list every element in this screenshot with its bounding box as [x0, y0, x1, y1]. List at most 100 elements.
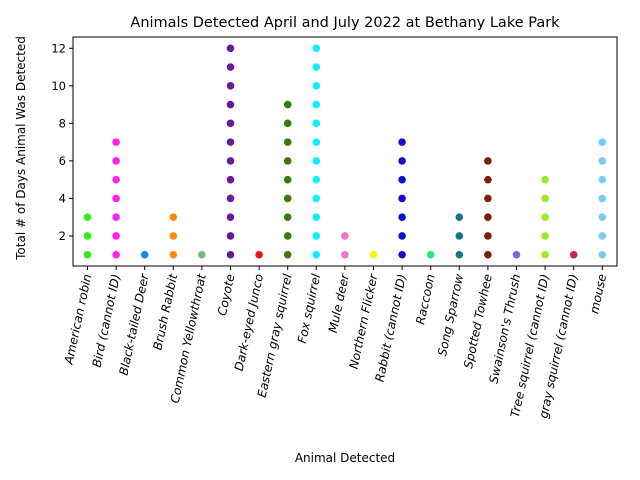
- data-point: [312, 82, 321, 90]
- data-point: [226, 44, 235, 53]
- x-tick-label: Mule deer: [326, 272, 352, 334]
- data-point: [283, 250, 292, 259]
- data-point: [312, 194, 321, 203]
- data-point: [398, 138, 406, 146]
- data-point: [312, 138, 321, 146]
- x-tick-label: mouse: [587, 273, 609, 315]
- data-point: [312, 250, 321, 259]
- data-point: [226, 232, 235, 240]
- data-point: [598, 213, 607, 221]
- data-point: [312, 100, 321, 109]
- x-tick-label: Black-tailed Deer: [116, 272, 151, 377]
- data-point: [541, 194, 549, 203]
- y-tick-label: 12: [51, 41, 66, 55]
- x-tick-label: Coyote: [215, 273, 237, 317]
- x-tick-label: Rabbit (cannot ID): [372, 273, 409, 383]
- data-point: [569, 250, 578, 259]
- data-point: [341, 250, 349, 259]
- y-axis-label: Total # of Days Animal Was Detected: [14, 36, 28, 261]
- x-axis-label: Animal Detected: [295, 451, 395, 465]
- data-point: [598, 175, 607, 184]
- data-point: [283, 232, 292, 240]
- data-point: [83, 232, 92, 240]
- x-tick-label: Bird (cannot ID): [90, 273, 123, 369]
- x-tick-label: Northern Flicker: [347, 272, 381, 371]
- data-point: [312, 175, 321, 184]
- data-point: [312, 213, 321, 221]
- data-point: [169, 213, 178, 221]
- data-point: [283, 194, 292, 203]
- plot-frame: [72, 36, 618, 267]
- data-point: [455, 213, 464, 221]
- data-point: [283, 213, 292, 221]
- data-point: [226, 194, 235, 203]
- y-tick-label: 10: [51, 79, 66, 93]
- data-point: [598, 157, 607, 165]
- data-point: [283, 175, 292, 184]
- data-point: [226, 250, 235, 259]
- data-point: [398, 175, 406, 184]
- data-point: [484, 250, 492, 259]
- data-point: [255, 250, 263, 259]
- y-tick-label: 6: [59, 154, 66, 168]
- data-point: [140, 250, 149, 259]
- data-point: [112, 232, 120, 240]
- data-point: [226, 138, 235, 146]
- data-point: [112, 250, 120, 259]
- data-point: [283, 138, 292, 146]
- data-point: [312, 44, 321, 53]
- data-point: [598, 232, 607, 240]
- data-point: [112, 175, 120, 184]
- data-point: [455, 232, 464, 240]
- data-point: [226, 213, 235, 221]
- data-point: [598, 194, 607, 203]
- x-tick-label: Fox squirrel: [295, 272, 324, 345]
- data-point: [398, 213, 406, 221]
- data-point: [312, 63, 321, 71]
- data-point: [341, 232, 349, 240]
- data-point: [512, 250, 521, 259]
- data-point: [484, 213, 492, 221]
- data-point: [484, 194, 492, 203]
- y-tick-label: 4: [59, 191, 66, 205]
- data-point: [226, 82, 235, 90]
- x-tick-label: Dark-eyed Junco: [232, 273, 266, 373]
- y-tick-label: 8: [59, 116, 66, 130]
- data-point: [598, 250, 607, 259]
- data-point: [484, 232, 492, 240]
- data-point: [426, 250, 435, 259]
- data-point: [312, 119, 321, 128]
- data-point: [226, 119, 235, 128]
- data-point: [226, 157, 235, 165]
- x-tick-label: Raccoon: [413, 273, 437, 326]
- data-point: [484, 157, 492, 165]
- data-point: [541, 213, 549, 221]
- data-point: [398, 194, 406, 203]
- data-point: [598, 138, 607, 146]
- data-point: [283, 119, 292, 128]
- x-tick-label: Spotted Towhee: [461, 273, 495, 370]
- y-tick-label: 2: [59, 229, 66, 243]
- data-point: [541, 250, 549, 259]
- data-point: [112, 213, 120, 221]
- data-point: [112, 157, 120, 165]
- data-point: [398, 157, 406, 165]
- data-point: [198, 250, 206, 259]
- data-point: [226, 63, 235, 71]
- data-point: [312, 157, 321, 165]
- x-tick-label: Brush Rabbit: [150, 271, 180, 351]
- data-point: [83, 213, 92, 221]
- data-point: [455, 250, 464, 259]
- data-point: [312, 232, 321, 240]
- data-point: [169, 250, 178, 259]
- data-point: [226, 175, 235, 184]
- data-point: [83, 250, 92, 259]
- data-point: [283, 157, 292, 165]
- x-tick-label: Song Sparrow: [435, 273, 466, 358]
- data-point: [112, 194, 120, 203]
- data-point: [226, 100, 235, 109]
- x-tick-label: American robin: [61, 273, 94, 367]
- data-point: [369, 250, 378, 259]
